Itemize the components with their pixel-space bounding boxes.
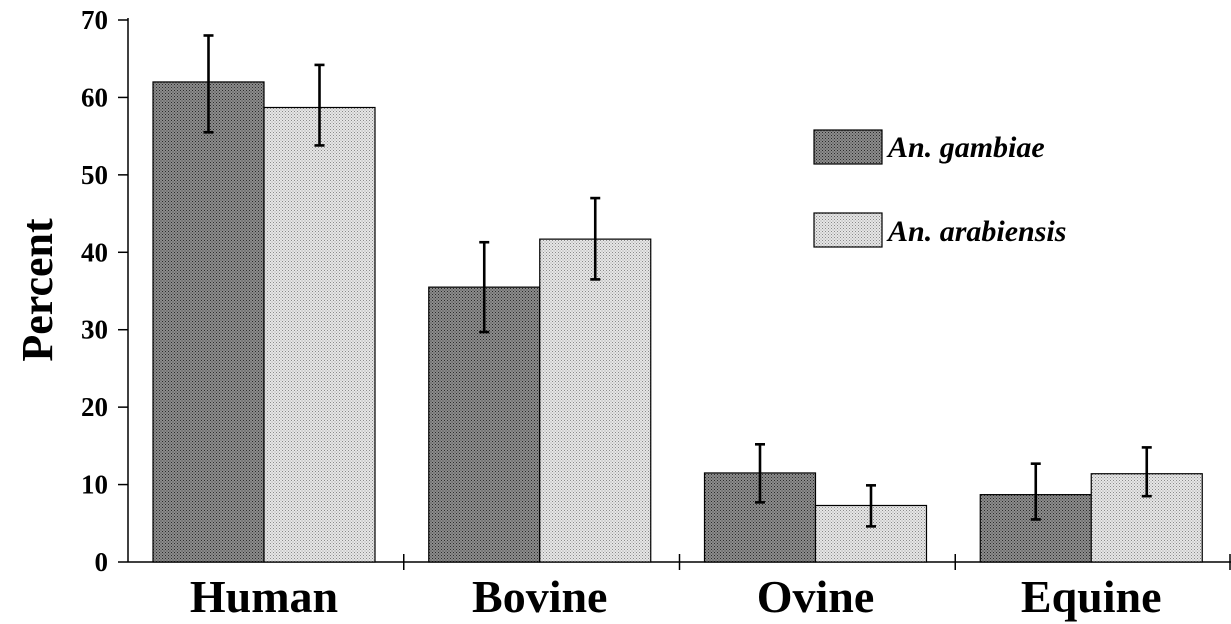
legend-swatch-an-gambiae [813,129,883,165]
y-tick-label-30: 30 [81,315,108,345]
category-label-equine: Equine [1021,571,1162,622]
y-axis: 0 10 20 30 40 50 60 70 [81,5,129,577]
category-label-ovine: Ovine [757,571,875,622]
y-ticks: 0 10 20 30 40 50 60 70 [81,5,128,577]
x-ticks [403,554,1231,570]
category-labels: Human Bovine Ovine Equine [190,571,1162,622]
y-tick-label-0: 0 [95,547,109,577]
y-tick-label-70: 70 [81,5,108,35]
legend-swatch-an-arabiensis [813,212,883,248]
bar-human-an-gambiae [152,81,265,563]
y-tick-label-10: 10 [81,470,108,500]
category-label-bovine: Bovine [472,571,607,622]
category-label-human: Human [190,571,338,622]
error-bars [203,34,1152,528]
y-tick-label-40: 40 [81,237,108,267]
y-tick-label-20: 20 [81,392,108,422]
bar-human-an-arabiensis [263,106,376,563]
bar-bovine-an-arabiensis [539,238,652,563]
bars [152,81,1203,563]
legend-label-an-arabiensis: An. arabiensis [886,215,1066,248]
legend: An. gambiae An. arabiensis [813,129,1066,248]
y-axis-title: Percent [13,218,62,362]
y-tick-label-60: 60 [81,82,108,112]
legend-label-an-gambiae: An. gambiae [886,131,1045,164]
y-tick-label-50: 50 [81,160,108,190]
